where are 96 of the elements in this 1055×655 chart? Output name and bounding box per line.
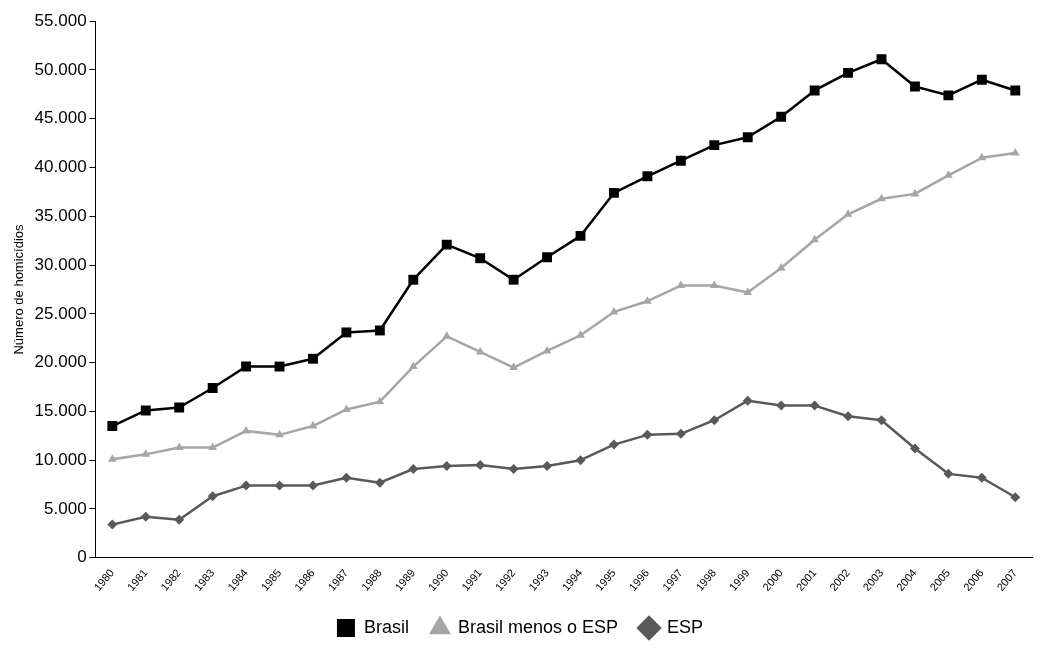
point <box>709 280 719 289</box>
point <box>408 274 419 285</box>
point <box>576 330 585 338</box>
point <box>608 439 619 450</box>
point <box>241 361 252 372</box>
point <box>141 449 151 457</box>
point <box>475 460 486 471</box>
y-tick-label: 45.000 <box>34 108 87 128</box>
y-tick-label: 30.000 <box>34 254 87 274</box>
point <box>642 429 653 440</box>
point <box>910 81 920 92</box>
legend-label: ESP <box>667 616 704 637</box>
point <box>742 395 753 406</box>
point <box>809 400 820 411</box>
y-tick-label: 10.000 <box>34 449 87 469</box>
point <box>542 461 553 472</box>
point <box>441 239 452 250</box>
y-tick-label: 5.000 <box>44 498 87 518</box>
point <box>274 480 285 491</box>
point <box>675 428 686 439</box>
point <box>374 477 385 488</box>
y-tick-label: 0 <box>77 547 87 567</box>
point <box>408 361 418 370</box>
point <box>275 429 284 438</box>
point <box>809 85 820 96</box>
y-tick-label: 20.000 <box>34 352 87 372</box>
point <box>709 415 720 426</box>
point <box>742 132 753 143</box>
point <box>810 234 819 243</box>
point <box>943 90 954 101</box>
point <box>642 171 653 182</box>
y-tick-label: 50.000 <box>34 59 87 79</box>
point <box>475 346 485 355</box>
point <box>776 263 786 271</box>
point <box>876 415 887 426</box>
y-tick-label: 25.000 <box>34 303 87 323</box>
legend-label: Brasil menos o ESP <box>457 616 619 637</box>
point <box>174 402 185 413</box>
point <box>909 443 920 454</box>
point <box>776 111 787 122</box>
point <box>976 472 987 483</box>
point <box>943 468 954 479</box>
point <box>107 454 117 462</box>
point <box>374 325 385 336</box>
point <box>843 209 853 217</box>
point <box>241 480 252 491</box>
point <box>776 400 787 411</box>
point <box>1010 85 1021 96</box>
point <box>475 253 486 264</box>
point <box>542 252 553 263</box>
y-tick-label: 35.000 <box>34 206 87 225</box>
point <box>408 463 419 474</box>
point <box>977 152 987 161</box>
point <box>140 511 151 522</box>
point <box>1010 147 1020 156</box>
point <box>575 455 586 466</box>
point <box>174 442 184 451</box>
point <box>207 491 218 502</box>
y-tick-label: 55.000 <box>34 10 87 30</box>
point <box>140 405 151 416</box>
point <box>609 306 619 315</box>
point <box>341 327 352 338</box>
point <box>107 519 118 530</box>
point <box>107 421 118 432</box>
point <box>877 193 886 202</box>
point <box>976 74 987 85</box>
point <box>910 188 920 197</box>
point <box>441 461 452 472</box>
point <box>308 353 318 364</box>
point <box>375 396 385 405</box>
point <box>207 383 218 393</box>
point <box>342 404 351 412</box>
point <box>508 463 519 474</box>
y-tick-label: 15.000 <box>34 401 87 421</box>
point <box>743 287 753 295</box>
point <box>944 170 953 178</box>
y-tick-label: 40.000 <box>34 157 87 177</box>
point <box>575 230 586 241</box>
point <box>1010 492 1021 503</box>
point <box>308 421 318 429</box>
point <box>509 362 518 371</box>
point <box>208 442 217 451</box>
point <box>709 140 720 151</box>
point <box>643 296 652 304</box>
point <box>609 187 619 198</box>
legend-label: Brasil <box>363 616 409 637</box>
point <box>341 472 352 483</box>
point <box>843 411 854 422</box>
point <box>843 67 854 78</box>
y-axis-title: Número de homicídios <box>11 223 27 355</box>
point <box>274 361 285 372</box>
point <box>508 274 519 285</box>
point <box>675 155 686 166</box>
point <box>174 514 185 525</box>
point <box>876 54 887 65</box>
point <box>676 280 686 289</box>
